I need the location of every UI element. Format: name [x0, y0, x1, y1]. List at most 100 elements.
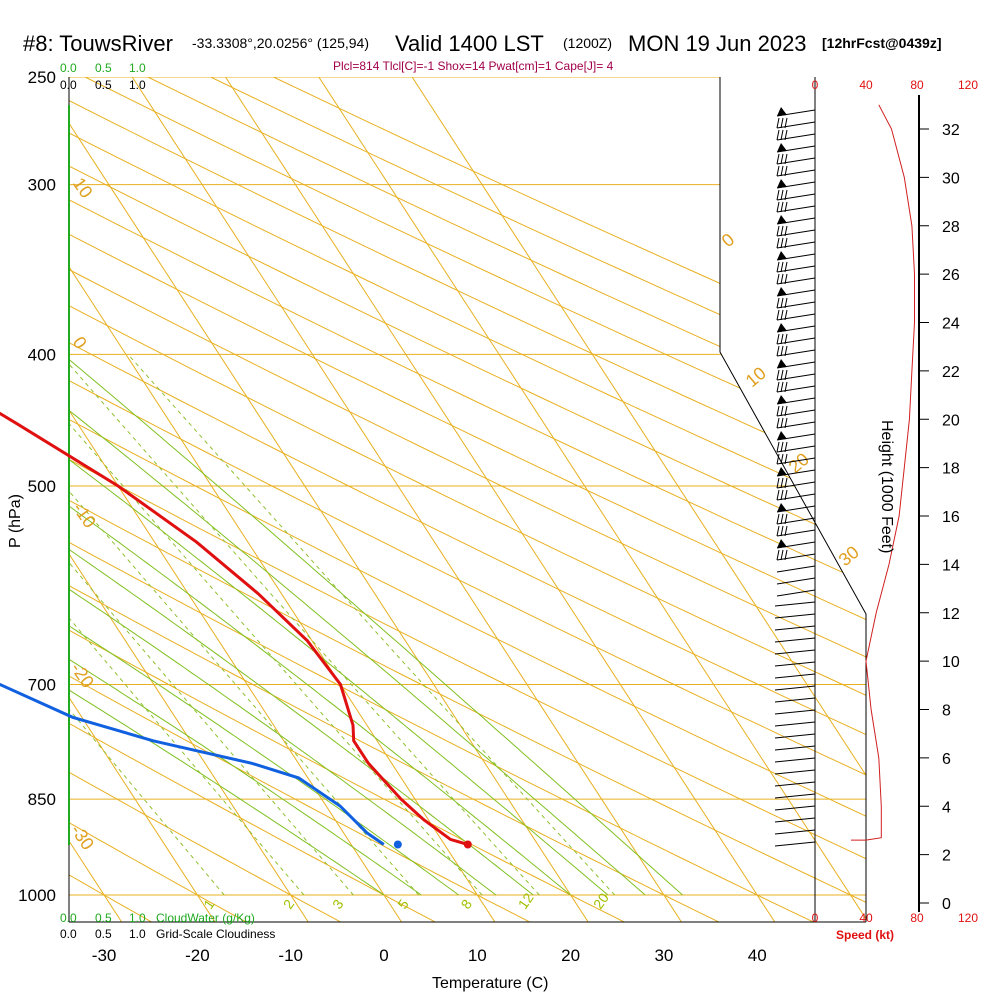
wind-barbs [774, 107, 816, 847]
cw-top-green-0: 0.0 [60, 61, 77, 75]
wind-barb [774, 781, 816, 787]
wind-barb [776, 323, 816, 333]
height-tick-label: 16 [942, 509, 960, 526]
wind-barb [776, 201, 816, 213]
wind-barb [776, 381, 816, 393]
wind-barb [774, 829, 816, 835]
speed-tick-label: 120 [958, 78, 978, 92]
mixing-ratio-12 [69, 353, 540, 896]
wind-barb [776, 565, 816, 573]
wind-barb [774, 637, 816, 643]
wind-barb [776, 525, 816, 537]
mixing-ratio-label: 20 [590, 890, 612, 912]
isotherm-20 [69, 77, 590, 922]
pressure-tick-label: 850 [28, 790, 56, 809]
temperature-tick-label: 0 [379, 946, 388, 965]
wind-barb [776, 251, 816, 261]
wind-barb [774, 757, 816, 763]
dry-adiabat [69, 77, 866, 922]
sounding-parameters: Plcl=814 Tlcl[C]=-1 Shox=14 Pwat[cm]=1 C… [333, 59, 614, 73]
moist-adiabat [69, 184, 571, 896]
y-axis-label: P (hPa) [7, 494, 24, 548]
temperature-tick-label: -10 [278, 946, 303, 965]
mixing-ratio-lines [69, 353, 616, 896]
wind-barb [776, 297, 816, 309]
wind-barb [776, 129, 816, 141]
cw-bottom-green-2: 1.0 [129, 911, 146, 925]
wind-barb [774, 721, 816, 727]
dry-adiabat [69, 77, 723, 922]
temperature-tick-label: 40 [748, 946, 767, 965]
cw-top-black-1: 0.5 [95, 78, 112, 92]
wind-barb [776, 369, 816, 381]
wind-barb [774, 649, 816, 655]
isotherm-10 [69, 77, 497, 922]
title-valid: Valid 1400 LST [395, 31, 544, 56]
height-tick-label: 26 [942, 267, 960, 284]
isotherm-label: 0 [718, 229, 739, 251]
wind-barb [774, 817, 816, 823]
isotherm--10 [69, 77, 310, 922]
height-tick-label: 6 [942, 751, 951, 768]
mixing-ratio-8 [69, 353, 483, 896]
wind-barb [776, 237, 816, 249]
mixing-ratio-20 [127, 353, 616, 896]
isotherm-label: -30 [67, 821, 98, 854]
cw-top-green-2: 1.0 [129, 61, 146, 75]
wind-barb [776, 577, 816, 585]
speed-tick-label: 40 [859, 911, 873, 925]
temperature-tick-labels: -30 -20 -10 0 10 20 30 40 [92, 946, 767, 965]
height-tick-label: 4 [942, 799, 951, 816]
wind-barb [776, 165, 816, 177]
pressure-tick-label: 400 [28, 345, 56, 364]
wind-barb [776, 153, 816, 165]
height-tick-label: 20 [942, 412, 960, 429]
height-tick-label: 32 [942, 122, 960, 139]
wind-barb [776, 333, 816, 345]
dry-adiabat [69, 77, 866, 922]
height-tick-label: 14 [942, 557, 960, 574]
isotherm--20 [69, 77, 217, 922]
mixing-ratio-3 [69, 353, 354, 896]
temperature-tick-label: 30 [654, 946, 673, 965]
cw-bottom-green-0: 0.0 [60, 911, 77, 925]
cw-bottom-black-2: 1.0 [129, 927, 146, 941]
moist-adiabat [69, 184, 422, 896]
title-coords: -33.3308°,20.0256° (125,94) [192, 35, 369, 51]
wind-barb [774, 733, 816, 739]
temperature-tick-label: 10 [468, 946, 487, 965]
mixing-ratio-5 [69, 353, 420, 896]
temperature-tick-label: 20 [561, 946, 580, 965]
surface-dewpoint-marker [393, 840, 402, 849]
wind-barb [774, 769, 816, 775]
dry-adiabat [69, 77, 866, 922]
wind-barb [776, 467, 816, 477]
dry-adiabat [69, 77, 866, 922]
isotherm-40 [209, 77, 777, 922]
mixing-ratio-1 [69, 353, 225, 896]
speed-tick-label: 0 [812, 911, 819, 925]
wind-barb [774, 745, 816, 751]
wind-barb [776, 345, 816, 357]
wind-barb [776, 417, 816, 429]
wind-barb [776, 589, 816, 597]
pressure-tick-labels: 250 300 400 500 700 850 1000 [18, 68, 56, 905]
cw-bottom-black-title: Grid-Scale Cloudiness [156, 927, 275, 941]
speed-tick-label: 80 [910, 911, 924, 925]
wind-barb [776, 143, 816, 153]
isotherm-label: -20 [67, 659, 98, 692]
dry-adiabat [160, 77, 866, 922]
moist-adiabat [69, 184, 385, 896]
wind-barb [774, 841, 816, 847]
speed-tick-label: 120 [958, 911, 978, 925]
wind-barb [776, 287, 816, 297]
x-axis-label: Temperature (C) [432, 975, 548, 992]
isotherm-30 [116, 77, 684, 922]
speed-axis-label: Speed (kt) [836, 928, 894, 942]
wind-barb [776, 539, 816, 549]
dry-adiabat [98, 77, 866, 922]
dry-adiabat [69, 77, 866, 922]
